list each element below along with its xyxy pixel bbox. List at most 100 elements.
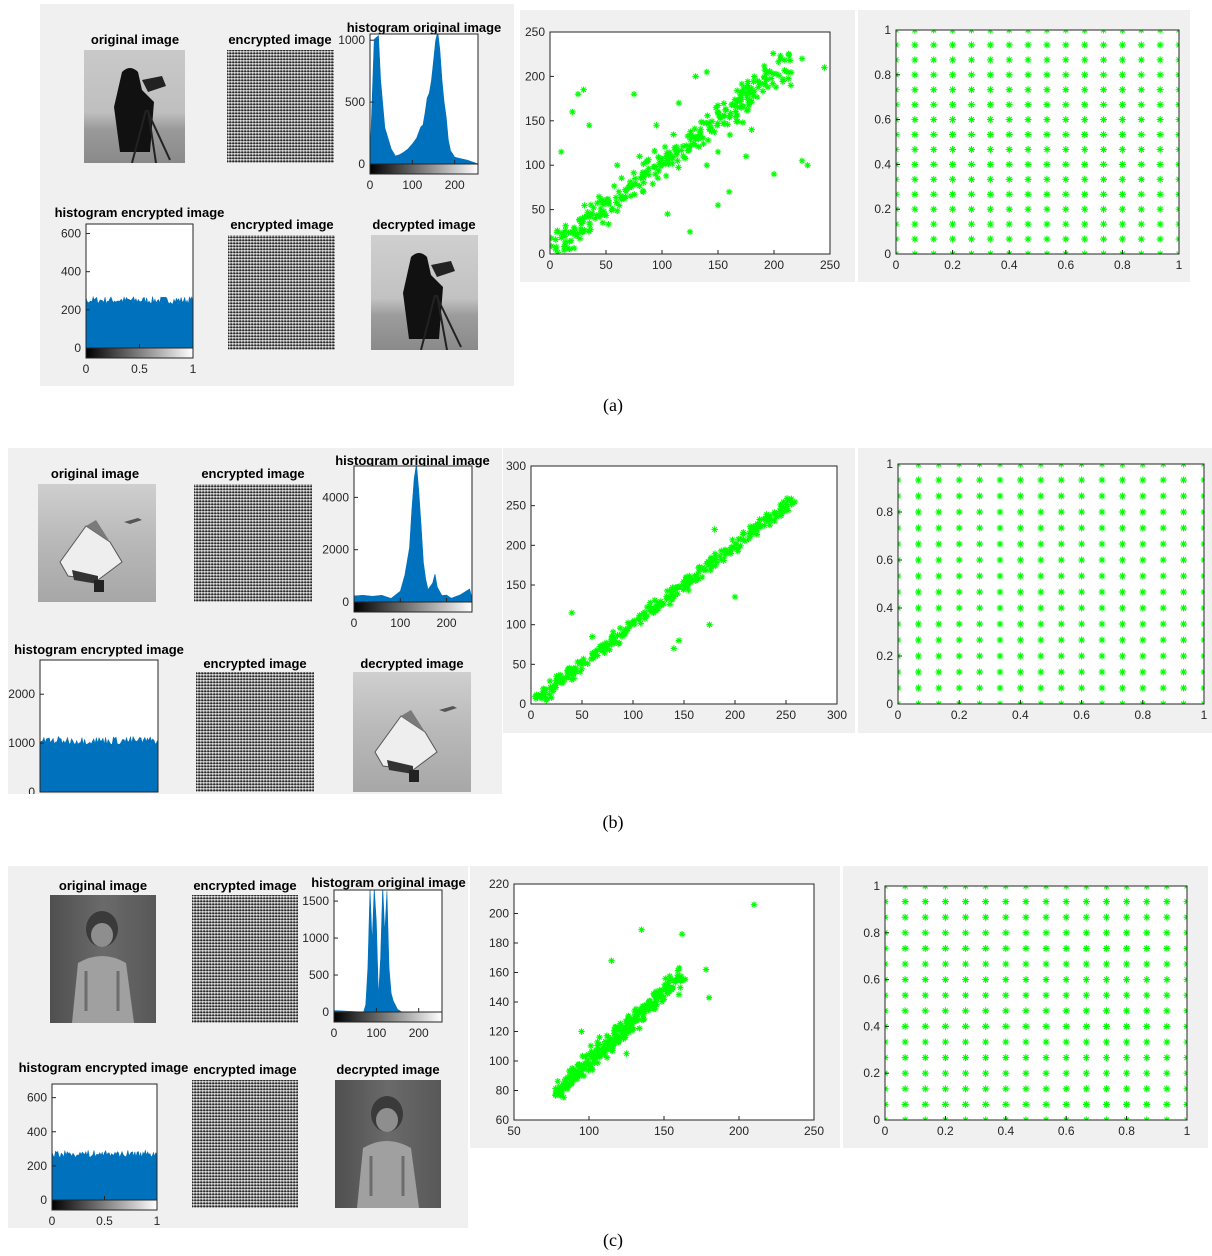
- scatter-point: [691, 125, 698, 132]
- scatter-point: [1042, 1085, 1050, 1093]
- scatter-point: [1081, 71, 1089, 79]
- scatter-point: [930, 220, 938, 228]
- scatter-point: [655, 153, 662, 161]
- fig-a-original-cameraman-image: [84, 50, 185, 163]
- scatter-point: [1057, 604, 1065, 612]
- scatter-point: [679, 142, 687, 150]
- y-tick-label: 0.4: [874, 157, 891, 171]
- scatter-point: [741, 89, 749, 96]
- scatter-point: [1137, 190, 1145, 198]
- fig-c-title-decrypted: decrypted image: [336, 1062, 440, 1077]
- scatter-point: [1180, 556, 1188, 564]
- scatter-point: [587, 226, 594, 233]
- scatter-point: [726, 188, 733, 196]
- scatter-point: [1100, 220, 1108, 228]
- scatter-point: [1042, 1038, 1050, 1046]
- fig-a-title-original: original image: [90, 32, 180, 47]
- scatter-point: [645, 1007, 652, 1014]
- scatter-point: [1100, 160, 1108, 168]
- scatter-point: [711, 550, 719, 557]
- scatter-point: [982, 1069, 990, 1077]
- scatter-point: [1180, 668, 1188, 676]
- scatter-point: [744, 96, 751, 103]
- scatter-point: [640, 188, 647, 195]
- scatter-point: [1098, 588, 1106, 596]
- scatter-point: [1043, 131, 1051, 139]
- scatter-point: [1037, 668, 1045, 676]
- scatter-point: [1118, 604, 1126, 612]
- scatter-point: [1156, 86, 1164, 94]
- scatter-point: [1062, 205, 1070, 213]
- scatter-point: [636, 153, 643, 160]
- scatter-point: [684, 132, 691, 140]
- scatter-point: [750, 901, 758, 908]
- scatter-point: [546, 677, 554, 685]
- scatter-point: [1016, 588, 1024, 596]
- fig-c-encrypted-image-bottom: [192, 1080, 298, 1208]
- scatter-point: [550, 234, 555, 242]
- scatter-point: [930, 235, 938, 243]
- scatter-point: [1016, 540, 1024, 548]
- scatter-point: [1159, 540, 1167, 548]
- scatter-point: [941, 944, 949, 952]
- scatter-point: [1062, 944, 1070, 952]
- scatter-point: [757, 523, 765, 530]
- scatter-point: [695, 568, 703, 576]
- scatter-point: [941, 929, 949, 937]
- scatter-point: [700, 119, 707, 126]
- scatter-point: [1062, 1054, 1070, 1062]
- scatter-point: [986, 145, 994, 153]
- scatter-point: [703, 162, 710, 169]
- scatter-point: [1163, 1069, 1171, 1077]
- scatter-point: [740, 529, 747, 536]
- scatter-point: [1118, 556, 1126, 564]
- scatter-point: [601, 644, 609, 651]
- scatter-point: [921, 991, 929, 999]
- x-tick-label: 0.6: [1073, 708, 1090, 722]
- scatter-point: [712, 554, 720, 561]
- scatter-point: [762, 81, 769, 89]
- scatter-point: [1082, 913, 1090, 921]
- scatter-point: [607, 1035, 614, 1042]
- scatter-point: [1022, 1100, 1030, 1108]
- scatter-point: [1078, 508, 1086, 516]
- scatter-point: [1082, 1038, 1090, 1046]
- scatter-point: [571, 1076, 579, 1083]
- scatter-point: [708, 563, 715, 570]
- scatter-point: [1156, 205, 1164, 213]
- scatter-point: [783, 501, 791, 508]
- scatter-point: [579, 660, 587, 667]
- scatter-point: [636, 612, 643, 619]
- scatter-point: [778, 510, 785, 517]
- x-tick-label: 250: [776, 708, 796, 722]
- plot-content: [550, 50, 828, 254]
- y-tick-label: 200: [525, 69, 545, 83]
- scatter-point: [962, 1022, 970, 1030]
- y-tick-label: 0.6: [876, 553, 893, 567]
- scatter-point: [935, 604, 943, 612]
- scatter-point: [615, 188, 623, 195]
- scatter-point: [665, 149, 673, 156]
- scatter-point: [914, 636, 922, 644]
- scatter-point: [612, 194, 620, 201]
- scatter-point: [1081, 145, 1089, 153]
- scatter-point: [697, 131, 704, 138]
- scatter-point: [564, 665, 572, 673]
- scatter-point: [615, 1033, 622, 1040]
- scatter-point: [986, 101, 994, 109]
- scatter-point: [1078, 636, 1086, 644]
- x-tick-label: 150: [708, 258, 728, 272]
- scatter-point: [1022, 898, 1030, 906]
- histogram-area: [370, 34, 478, 164]
- scatter-point: [538, 695, 546, 702]
- scatter-point: [1102, 1054, 1110, 1062]
- scatter-point: [571, 665, 578, 673]
- scatter-point: [1180, 620, 1188, 628]
- plot-content: [898, 464, 1204, 704]
- fig-a-hist-original-chart: 0 500 1000 0 100 200: [338, 33, 479, 192]
- scatter-point: [605, 200, 613, 208]
- scatter-point: [695, 135, 702, 143]
- scatter-point: [1118, 101, 1126, 109]
- scatter-point: [1100, 116, 1108, 124]
- scatter-point: [911, 175, 919, 183]
